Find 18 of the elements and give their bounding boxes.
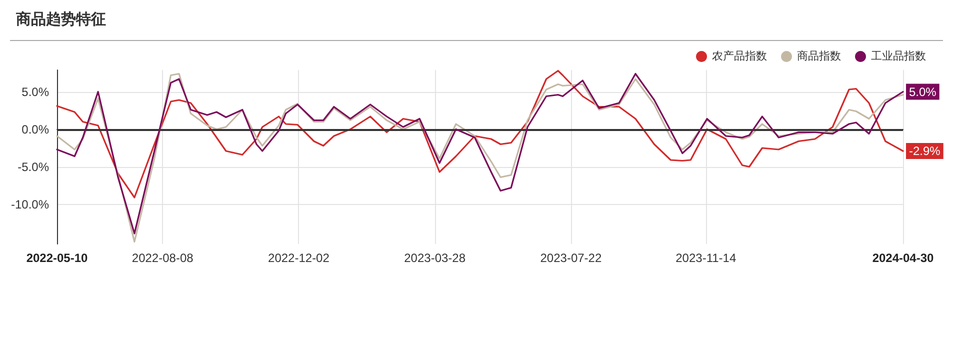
legend-label: 农产品指数 — [712, 50, 767, 62]
annotation: -2.9% — [909, 144, 941, 158]
legend-label: 工业品指数 — [871, 50, 926, 62]
x-tick-label: 2023-03-28 — [404, 251, 466, 265]
chart-title: 商品趋势特征 — [16, 10, 106, 29]
x-tick-label: 2022-08-08 — [132, 251, 194, 265]
y-tick-label: -5.0% — [18, 160, 50, 174]
x-tick-label: 2024-04-30 — [872, 251, 934, 265]
annotation: 5.0% — [909, 84, 937, 99]
x-tick-label: 2023-11-14 — [676, 251, 736, 265]
legend-label: 商品指数 — [797, 50, 841, 62]
x-tick-label: 2023-07-22 — [540, 251, 602, 265]
y-tick-label: 5.0% — [22, 84, 50, 99]
y-tick-label: 0.0% — [22, 122, 50, 136]
x-tick-label: 2022-12-02 — [268, 251, 330, 265]
y-tick-label: -10.0% — [10, 197, 50, 212]
line-series — [56, 70, 904, 198]
x-tick-label: 2022-05-10 — [26, 251, 88, 265]
